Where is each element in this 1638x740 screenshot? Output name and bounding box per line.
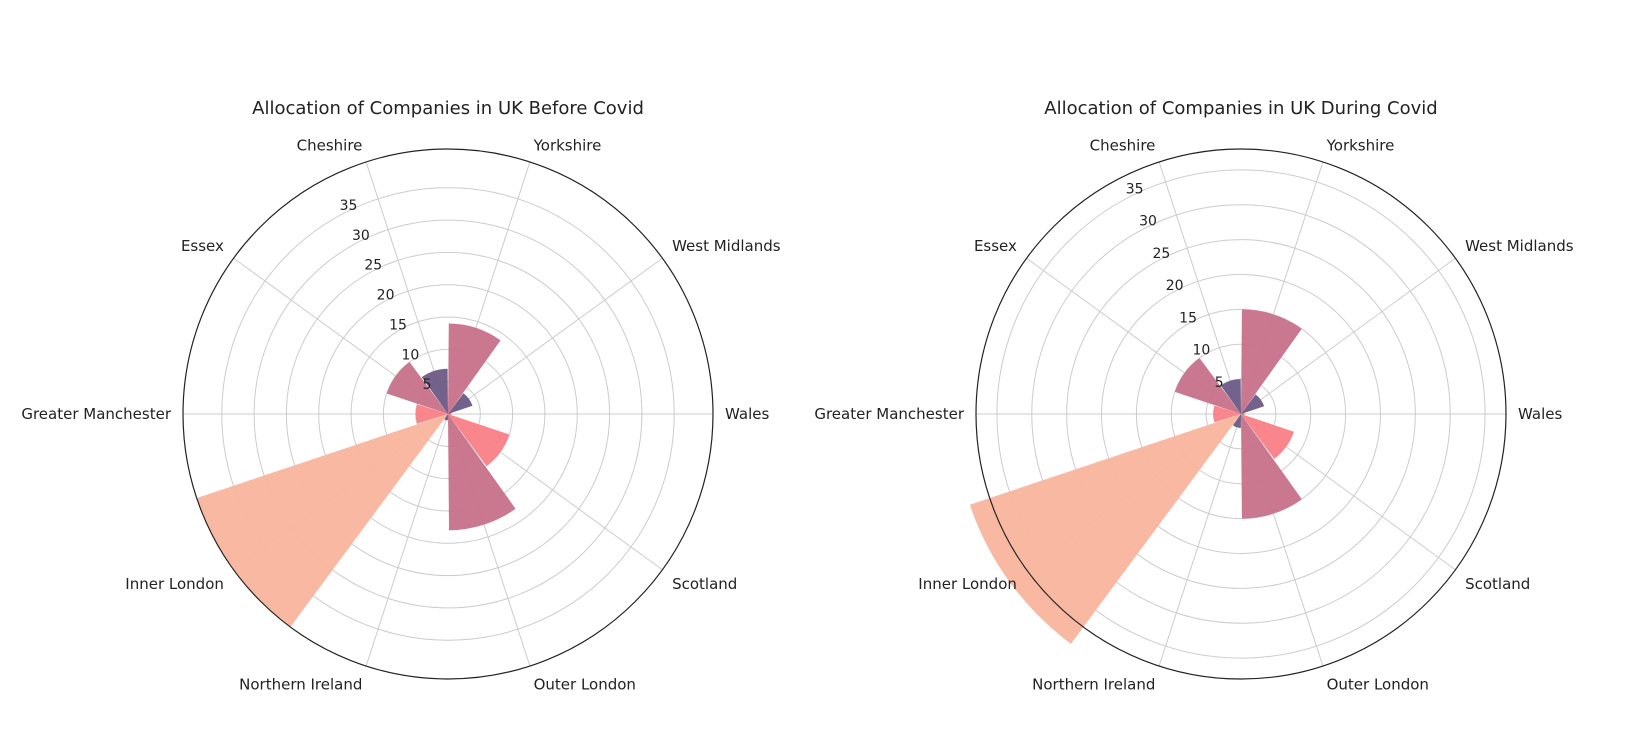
category-label: Greater Manchester [814,405,964,423]
radial-tick-label: 35 [1126,182,1144,198]
radial-tick-label: 15 [1179,310,1197,326]
category-label: West Midlands [1465,237,1574,255]
bar-essex [1174,357,1241,414]
bar-cheshire [1220,379,1241,414]
category-label: Scotland [1465,575,1530,593]
polar-frame [182,148,714,680]
bar-outer-london [448,414,516,531]
radial-tick-label: 30 [1139,214,1157,230]
category-label: Essex [974,237,1017,255]
category-label: Greater Manchester [21,405,171,423]
bar-inner-london [196,414,448,628]
radial-tick-label: 5 [423,377,432,393]
bar-greater-manchester [1213,405,1241,423]
bar-scotland [448,414,510,466]
polar-chart-before-covid: Allocation of Companies in UK Before Cov… [21,98,780,693]
category-label: Yorkshire [1326,137,1395,155]
radial-tick-label: 30 [352,228,370,244]
chart-title: Allocation of Companies in UK During Cov… [1044,98,1437,119]
bar-wales [1241,412,1245,416]
bar-west-midlands [1241,394,1265,414]
bar-outer-london [1241,414,1302,519]
radial-tick-label: 10 [401,347,419,363]
category-label: Northern Ireland [1032,675,1155,693]
chart-title: Allocation of Companies in UK Before Cov… [252,98,644,119]
radial-tick-label: 35 [340,198,358,214]
bar-scotland [1241,414,1294,459]
category-label: Outer London [1327,675,1429,693]
category-label: Yorkshire [533,137,602,155]
category-label: Wales [725,405,769,423]
radial-tick-label: 15 [389,317,407,333]
angular-gridline [1158,161,1242,415]
angular-gridline [1240,257,1456,415]
category-label: Outer London [534,675,636,693]
radial-tick-label: 5 [1215,375,1224,391]
bar-cheshire [421,368,448,414]
bar-northern-ireland [1232,414,1241,428]
radial-tick-label: 10 [1192,343,1210,359]
angular-gridline [447,257,663,415]
radial-tick-label: 20 [1166,278,1184,294]
bar-yorkshire [1241,309,1302,414]
category-label: Essex [181,237,224,255]
bar-west-midlands [448,393,473,414]
category-label: West Midlands [672,237,781,255]
category-label: Cheshire [1090,137,1156,155]
category-label: Inner London [918,575,1017,593]
radial-tick-label: 25 [1152,246,1170,262]
radial-tick-label: 20 [377,288,395,304]
category-label: Cheshire [297,137,363,155]
bar-yorkshire [448,323,501,414]
polar-chart-during-covid: Allocation of Companies in UK During Cov… [814,98,1573,693]
category-label: Inner London [125,575,224,593]
category-label: Wales [1518,405,1562,423]
polar-frame [975,148,1507,680]
bar-essex [386,362,448,414]
bar-inner-london [969,414,1241,644]
category-label: Northern Ireland [239,675,362,693]
bar-greater-manchester [415,404,448,424]
radial-tick-label: 25 [364,258,382,274]
angular-gridline [1158,413,1242,667]
category-label: Scotland [672,575,737,593]
bar-wales [448,413,452,415]
bar-northern-ireland [444,414,448,421]
angular-gridline [365,413,449,667]
